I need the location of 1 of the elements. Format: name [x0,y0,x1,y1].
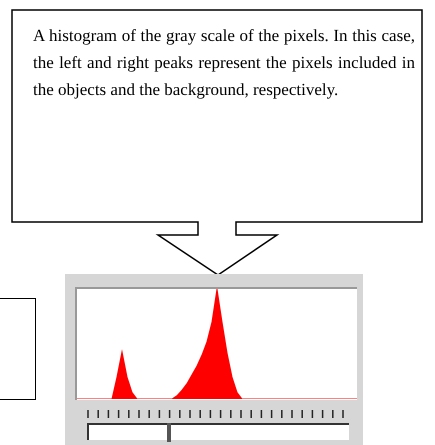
text: A histogram of the gray scale of the pixels. In this case, the left and right peaks represent the pixels included in the objects and the background, respectively. [33,25,415,101]
